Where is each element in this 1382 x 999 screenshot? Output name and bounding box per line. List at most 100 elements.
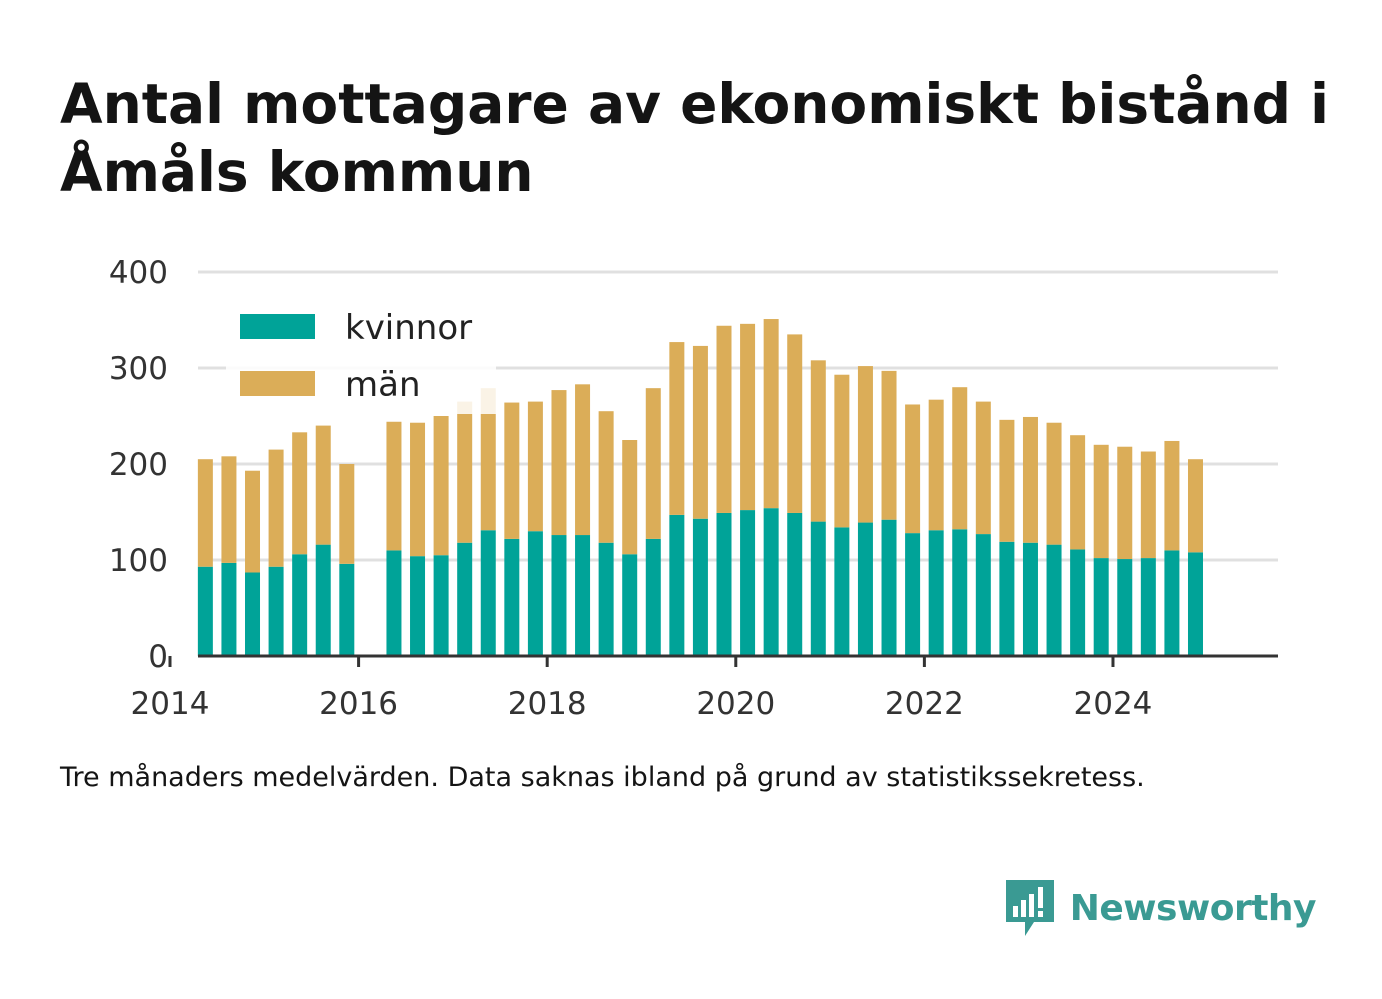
bar-kvinnor bbox=[504, 538, 520, 656]
bar-kvinnor bbox=[1117, 559, 1133, 656]
bar-man bbox=[692, 345, 708, 519]
bar-man bbox=[905, 404, 921, 534]
bar-kvinnor bbox=[692, 518, 708, 656]
bar-man bbox=[622, 440, 638, 555]
bar-kvinnor bbox=[598, 542, 614, 656]
bar-man bbox=[504, 402, 520, 539]
bar-man bbox=[386, 421, 402, 551]
x-tick-label: 2014 bbox=[131, 686, 210, 722]
bar-man bbox=[551, 390, 567, 536]
bar-kvinnor bbox=[716, 512, 732, 656]
bar-kvinnor bbox=[575, 535, 591, 656]
brand: Newsworthy bbox=[1004, 878, 1317, 938]
bar-man bbox=[575, 384, 591, 536]
bar-kvinnor bbox=[1046, 544, 1062, 656]
bar-kvinnor bbox=[645, 538, 661, 656]
bar-man bbox=[952, 387, 968, 530]
bar-kvinnor bbox=[740, 510, 756, 656]
bar-kvinnor bbox=[622, 554, 638, 656]
bar-man bbox=[245, 470, 261, 573]
bar-man bbox=[457, 401, 473, 543]
chart-title: Antal mottagare av ekonomiskt bistånd i … bbox=[60, 72, 1330, 204]
bar-man bbox=[1046, 422, 1062, 545]
bar-kvinnor bbox=[928, 530, 944, 656]
x-axis bbox=[168, 654, 1278, 667]
bar-kvinnor bbox=[527, 531, 543, 656]
legend-label: kvinnor bbox=[345, 308, 472, 348]
bar-kvinnor bbox=[834, 527, 850, 656]
bar-kvinnor bbox=[315, 544, 331, 656]
legend: kvinnor män bbox=[226, 302, 496, 414]
y-tick-label: 200 bbox=[109, 447, 168, 483]
y-tick-label: 100 bbox=[109, 543, 168, 579]
bar-kvinnor bbox=[1140, 558, 1156, 656]
bar-man bbox=[716, 325, 732, 513]
bar-kvinnor bbox=[999, 541, 1015, 656]
bar-man bbox=[598, 411, 614, 543]
x-axis-tick-labels: 2014 2016 2018 2020 2022 2024 bbox=[131, 686, 1153, 722]
bar-kvinnor bbox=[857, 522, 873, 656]
bar-man bbox=[740, 323, 756, 511]
bar-kvinnor bbox=[1164, 550, 1180, 656]
bar-man bbox=[881, 370, 897, 520]
bar-kvinnor bbox=[1093, 558, 1109, 656]
bar-kvinnor bbox=[551, 535, 567, 656]
bar-kvinnor bbox=[975, 534, 991, 656]
legend-swatch bbox=[240, 314, 315, 339]
bar-man bbox=[928, 399, 944, 531]
bar-man bbox=[433, 416, 449, 556]
bar-man bbox=[339, 464, 355, 564]
bar-kvinnor bbox=[881, 519, 897, 656]
x-tick-label: 2018 bbox=[508, 686, 587, 722]
bar-man bbox=[1164, 440, 1180, 551]
bar-man bbox=[292, 432, 308, 555]
bar-kvinnor bbox=[905, 533, 921, 656]
bar-man bbox=[221, 456, 237, 563]
legend-swatch bbox=[240, 371, 315, 396]
bar-kvinnor bbox=[787, 512, 803, 656]
bar-kvinnor bbox=[763, 508, 779, 656]
bar-man bbox=[810, 360, 826, 522]
bar-man bbox=[1187, 459, 1203, 553]
newsworthy-logo-icon bbox=[1005, 880, 1054, 936]
y-tick-label: 300 bbox=[109, 351, 168, 387]
bar-man bbox=[1117, 446, 1133, 560]
y-axis-tick-labels: 0 100 200 300 400 bbox=[109, 255, 168, 675]
bar-man bbox=[834, 374, 850, 528]
footnote: Tre månaders medelvärden. Data saknas ib… bbox=[60, 762, 1145, 793]
bars bbox=[197, 319, 1203, 656]
bar-man bbox=[527, 401, 543, 532]
bar-kvinnor bbox=[245, 572, 261, 656]
bar-kvinnor bbox=[386, 550, 402, 656]
x-tick-label: 2016 bbox=[319, 686, 398, 722]
bar-kvinnor bbox=[197, 566, 213, 656]
bar-kvinnor bbox=[952, 529, 968, 656]
bar-kvinnor bbox=[339, 563, 355, 656]
bar-man bbox=[669, 342, 685, 515]
bar-man bbox=[787, 334, 803, 513]
bar-kvinnor bbox=[1070, 549, 1086, 656]
bar-kvinnor bbox=[457, 542, 473, 656]
legend-label: män bbox=[345, 365, 421, 405]
x-tick-label: 2024 bbox=[1074, 686, 1153, 722]
bar-kvinnor bbox=[669, 514, 685, 656]
x-tick-label: 2020 bbox=[696, 686, 775, 722]
bar-man bbox=[1093, 444, 1109, 559]
brand-name: Newsworthy bbox=[1069, 887, 1317, 929]
bar-kvinnor bbox=[433, 555, 449, 656]
bar-kvinnor bbox=[410, 556, 426, 656]
bar-man bbox=[857, 366, 873, 523]
x-tick-label: 2022 bbox=[885, 686, 964, 722]
bar-man bbox=[480, 388, 496, 531]
bar-man bbox=[763, 319, 779, 509]
y-tick-label: 400 bbox=[109, 255, 168, 291]
bar-kvinnor bbox=[221, 562, 237, 656]
bar-man bbox=[645, 388, 661, 539]
bar-kvinnor bbox=[1022, 542, 1038, 656]
bar-kvinnor bbox=[292, 554, 308, 656]
bar-kvinnor bbox=[268, 566, 284, 656]
bar-man bbox=[975, 401, 991, 535]
bar-kvinnor bbox=[1187, 552, 1203, 656]
bar-man bbox=[1022, 416, 1038, 543]
